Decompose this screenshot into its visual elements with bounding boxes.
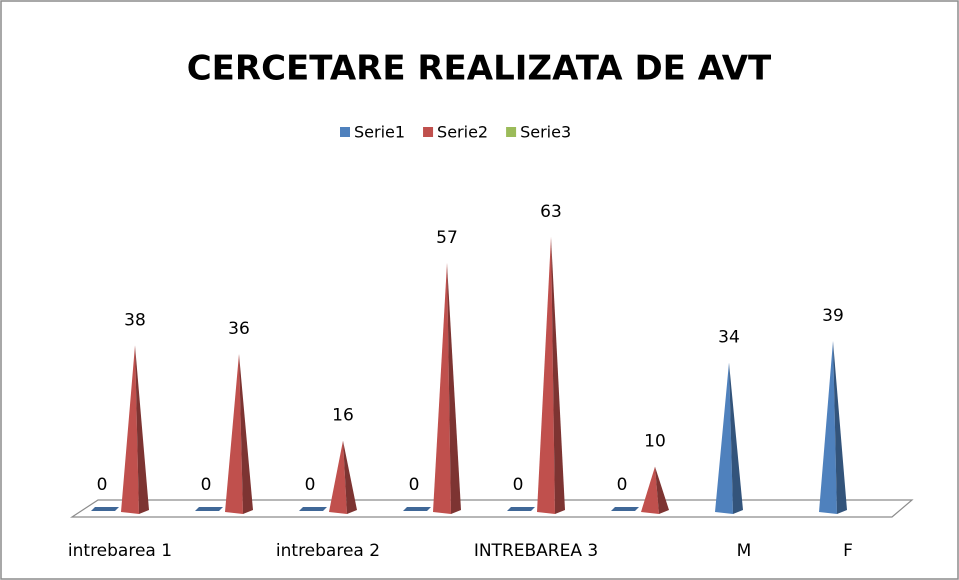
pyramid: [91, 507, 119, 511]
pyramid-shade: [551, 237, 565, 514]
pyramid: [537, 237, 555, 514]
pyramid: [299, 507, 327, 511]
data-label: 57: [436, 228, 458, 248]
pyramid-shade: [655, 466, 669, 514]
data-label: 10: [644, 432, 666, 452]
pyramid-shade: [239, 354, 253, 514]
data-label: 0: [409, 475, 420, 495]
x-tick-label: INTREBAREA 3: [474, 541, 598, 561]
pyramid: [121, 345, 139, 514]
pyramid: [715, 362, 733, 514]
data-label: 0: [513, 475, 524, 495]
data-label: 0: [617, 475, 628, 495]
pyramid-shade: [135, 345, 149, 514]
pyramid-shade: [447, 263, 461, 514]
x-tick-label: intrebarea 1: [68, 541, 172, 561]
pyramid: [329, 440, 347, 514]
pyramid-shade: [833, 341, 847, 514]
pyramid: [819, 341, 837, 514]
chart-title: CERCETARE REALIZATA DE AVT: [187, 49, 772, 89]
pyramid: [195, 507, 223, 511]
legend-label: Serie1: [354, 123, 405, 142]
data-label: 38: [124, 310, 146, 330]
data-label: 36: [228, 319, 250, 339]
data-label: 0: [97, 475, 108, 495]
legend-swatch: [506, 127, 517, 137]
pyramid: [641, 466, 659, 514]
legend-swatch: [423, 127, 434, 137]
pyramid: [225, 354, 243, 514]
data-label: 0: [305, 475, 316, 495]
data-label: 34: [718, 328, 740, 348]
x-tick-label: F: [843, 541, 853, 561]
data-label: 63: [540, 202, 562, 222]
pyramid: [433, 263, 451, 514]
data-label: 16: [332, 406, 354, 426]
data-label: 0: [201, 475, 212, 495]
pyramid: [611, 507, 639, 511]
floor: [69, 499, 914, 518]
pyramid: [507, 507, 535, 511]
x-tick-label: M: [737, 541, 752, 561]
x-tick-label: intrebarea 2: [276, 541, 380, 561]
data-label: 39: [822, 306, 844, 326]
legend-label: Serie2: [437, 123, 488, 142]
legend-swatch: [340, 127, 350, 137]
pyramid-shade: [343, 440, 357, 514]
pyramid-shade: [729, 362, 743, 514]
pyramid: [403, 507, 431, 511]
legend-label: Serie3: [520, 123, 571, 142]
